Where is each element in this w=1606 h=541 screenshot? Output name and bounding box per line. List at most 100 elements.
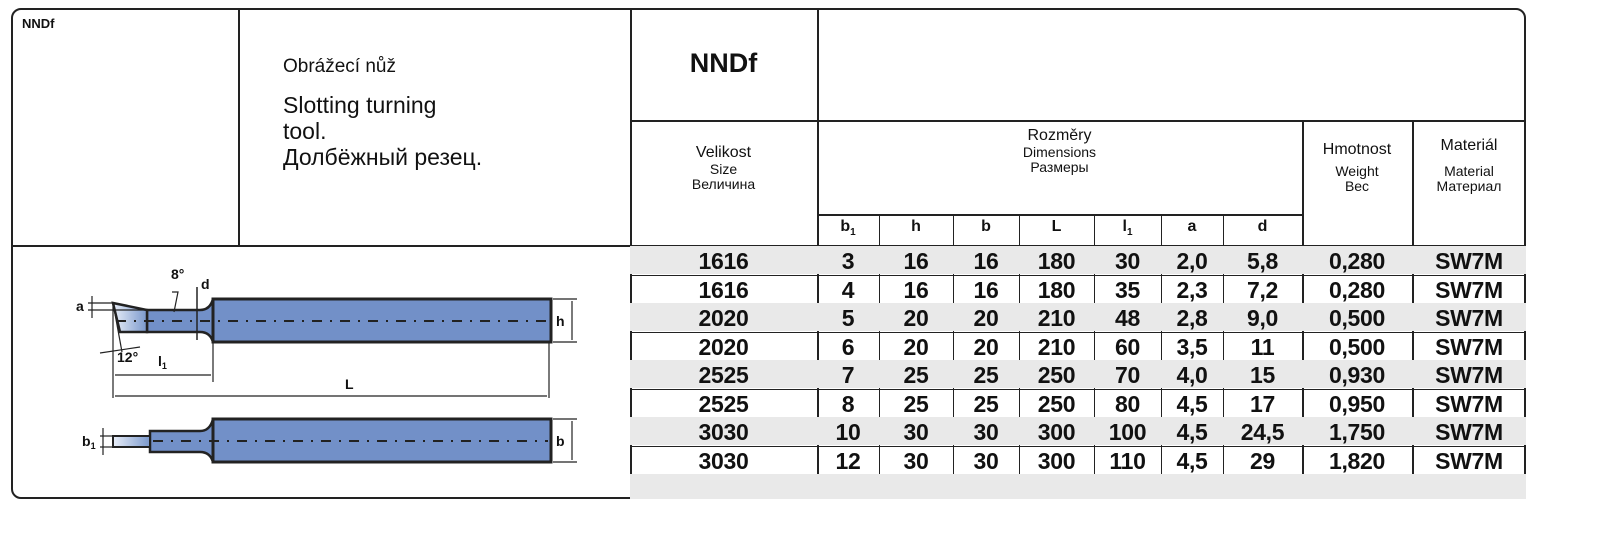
table-cell: 0,950 <box>1328 390 1386 417</box>
table-cell: 0,280 <box>1328 276 1386 303</box>
table-cell: SW7M <box>1435 390 1503 417</box>
header-material: Materiál Material Материал <box>1412 136 1526 194</box>
dim-col-header: a <box>1187 218 1197 235</box>
table-cell: 4,5 <box>1176 390 1208 417</box>
empty-row <box>630 474 1526 499</box>
table-cell: 30 <box>973 419 999 445</box>
grid-line <box>953 214 954 499</box>
header-material-ru: Материал <box>1436 178 1502 194</box>
grid-line <box>630 445 1526 447</box>
table-cell: 25 <box>903 362 929 388</box>
table-cell: 48 <box>1115 305 1140 331</box>
table-cell: SW7M <box>1435 276 1503 303</box>
table-cell: 3,5 <box>1176 333 1208 360</box>
header-size-ru: Величина <box>691 176 756 192</box>
table-cell: 4,0 <box>1176 362 1208 388</box>
table-cell: 0,500 <box>1328 333 1386 360</box>
description: Slotting turning tool. Долбёжный резец. <box>283 92 482 170</box>
table-cell: 5,8 <box>1246 248 1279 274</box>
header-material-cz: Materiál <box>1440 137 1498 154</box>
dim-col-header: l1 <box>1122 218 1133 239</box>
header-weight-cz: Hmotnost <box>1322 141 1392 158</box>
table-cell: 2020 <box>698 305 749 331</box>
dim-col-header: h <box>911 218 921 235</box>
table-cell: 3 <box>841 248 855 274</box>
table-cell: 6 <box>841 333 855 360</box>
table-cell: 250 <box>1037 362 1076 388</box>
table-cell: 1,750 <box>1328 419 1386 445</box>
header-weight-ru: Вес <box>1344 178 1370 194</box>
grid-line <box>1094 214 1095 499</box>
table-cell: 1,820 <box>1328 447 1386 474</box>
table-cell: 16 <box>903 276 929 303</box>
header-dimensions-ru: Размеры <box>1030 159 1089 175</box>
table-cell: 16 <box>973 276 999 303</box>
header-size: Velikost Size Величина <box>630 144 817 192</box>
grid-line <box>238 8 240 246</box>
table-cell: 25 <box>973 362 999 388</box>
dim-col-header: d <box>1257 218 1268 235</box>
table-cell: 300 <box>1037 419 1076 445</box>
table-cell: 100 <box>1108 419 1147 445</box>
table-cell: 210 <box>1037 305 1076 331</box>
table-cell: 24,5 <box>1240 419 1285 445</box>
table-cell: 12 <box>835 447 861 474</box>
table-cell: 29 <box>1250 447 1275 474</box>
table-cell: 20 <box>903 305 929 331</box>
description-ru: Долбёжный резец. <box>283 144 483 170</box>
grid-line <box>879 214 880 499</box>
table-cell: 8 <box>841 390 855 417</box>
table-cell: 25 <box>973 390 999 417</box>
table-cell: 9,0 <box>1246 305 1279 331</box>
grid-line <box>630 388 1526 390</box>
table-cell: 4,5 <box>1176 447 1208 474</box>
table-cell: 3030 <box>698 447 749 474</box>
dim-col-header: L <box>1051 218 1062 235</box>
table-cell: SW7M <box>1435 419 1503 445</box>
table-cell: SW7M <box>1435 447 1503 474</box>
dim-col-header: b1 <box>840 218 856 239</box>
description-en-2: tool. <box>283 118 327 144</box>
table-cell: SW7M <box>1435 248 1503 274</box>
table-cell: 250 <box>1037 390 1076 417</box>
table-row: 2020 6 20 20 210 60 3,5 11 0,500 SW7M <box>630 332 1526 360</box>
table-row: 1616 3 16 16 180 30 2,0 5,8 0,280 SW7M <box>630 246 1526 274</box>
table-cell: 35 <box>1115 276 1140 303</box>
table-cell: 0,280 <box>1328 248 1386 274</box>
table-row: 2020 5 20 20 210 48 2,8 9,0 0,500 SW7M <box>630 303 1526 331</box>
header-weight: Hmotnost Weight Вес <box>1302 140 1412 194</box>
table-cell: 0,930 <box>1328 362 1386 388</box>
table-cell: 1616 <box>698 276 749 303</box>
table-cell: 4 <box>841 276 855 303</box>
table-row: 2525 8 25 25 250 80 4,5 17 0,950 SW7M <box>630 389 1526 417</box>
table-row: 2525 7 25 25 250 70 4,0 15 0,930 SW7M <box>630 360 1526 388</box>
table-cell: 5 <box>841 305 855 331</box>
table-cell: 20 <box>973 333 999 360</box>
grid-line <box>630 274 1526 276</box>
table-cell: 1616 <box>698 248 749 274</box>
table-row: 1616 4 16 16 180 35 2,3 7,2 0,280 SW7M <box>630 275 1526 303</box>
description-cz: Obrážecí nůž <box>283 56 396 77</box>
table-cell: 4,5 <box>1176 419 1208 445</box>
table-cell: 20 <box>973 305 999 331</box>
grid-line <box>630 331 1526 333</box>
table-cell: SW7M <box>1435 305 1503 331</box>
table-cell: SW7M <box>1435 333 1503 360</box>
table-cell: 180 <box>1037 248 1076 274</box>
table-cell: 60 <box>1115 333 1140 360</box>
table-cell: 2525 <box>698 362 749 388</box>
table-cell: 30 <box>1115 248 1140 274</box>
table-row: 3030 12 30 30 300 110 4,5 29 1,820 SW7M <box>630 446 1526 474</box>
table-cell: 30 <box>903 419 929 445</box>
table-cell: 0,500 <box>1328 305 1386 331</box>
table-cell: 2,0 <box>1176 248 1208 274</box>
header-dimensions-en: Dimensions <box>1022 144 1097 160</box>
header-weight-en: Weight <box>1335 163 1379 179</box>
table-cell: 16 <box>903 248 929 274</box>
table-cell: 300 <box>1037 447 1076 474</box>
table-cell: 70 <box>1115 362 1140 388</box>
description-en-1: Slotting turning <box>283 92 437 118</box>
table-cell: 7 <box>841 362 855 388</box>
table-cell: 180 <box>1037 276 1076 303</box>
table-cell: 16 <box>973 248 999 274</box>
